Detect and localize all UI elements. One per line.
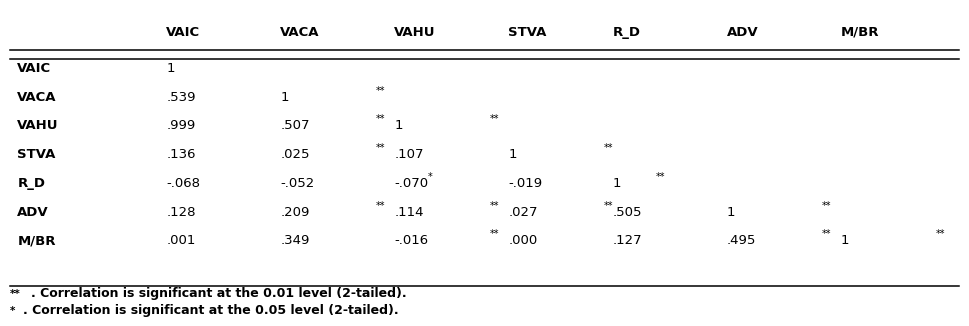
- Text: **: **: [489, 201, 499, 211]
- Text: **: **: [489, 114, 499, 125]
- Text: -.068: -.068: [167, 177, 201, 190]
- Text: .539: .539: [167, 91, 196, 104]
- Text: .127: .127: [612, 234, 642, 247]
- Text: . Correlation is significant at the 0.01 level (2-tailed).: . Correlation is significant at the 0.01…: [31, 287, 406, 300]
- Text: **: **: [376, 114, 385, 125]
- Text: 1: 1: [840, 234, 849, 247]
- Text: M/BR: M/BR: [840, 25, 879, 38]
- Text: -.070: -.070: [394, 177, 428, 190]
- Text: VACA: VACA: [17, 91, 57, 104]
- Text: **: **: [604, 143, 613, 153]
- Text: .107: .107: [394, 148, 423, 161]
- Text: .000: .000: [508, 234, 538, 247]
- Text: **: **: [489, 230, 499, 239]
- Text: *: *: [10, 306, 16, 316]
- Text: **: **: [376, 86, 385, 96]
- Text: .507: .507: [280, 119, 310, 132]
- Text: **: **: [10, 289, 20, 299]
- Text: ADV: ADV: [17, 206, 48, 219]
- Text: ADV: ADV: [727, 25, 759, 38]
- Text: **: **: [822, 201, 831, 211]
- Text: .114: .114: [394, 206, 423, 219]
- Text: R_D: R_D: [612, 25, 641, 38]
- Text: **: **: [936, 230, 946, 239]
- Text: 1: 1: [280, 91, 289, 104]
- Text: 1: 1: [167, 62, 174, 75]
- Text: 1: 1: [727, 206, 735, 219]
- Text: .349: .349: [280, 234, 310, 247]
- Text: VAHU: VAHU: [17, 119, 59, 132]
- Text: -.052: -.052: [280, 177, 315, 190]
- Text: **: **: [376, 143, 385, 153]
- Text: .025: .025: [280, 148, 310, 161]
- Text: *: *: [428, 172, 433, 182]
- Text: .027: .027: [508, 206, 538, 219]
- Text: .128: .128: [167, 206, 196, 219]
- Text: STVA: STVA: [17, 148, 55, 161]
- Text: .136: .136: [167, 148, 196, 161]
- Text: 1: 1: [394, 119, 403, 132]
- Text: 1: 1: [508, 148, 516, 161]
- Text: VACA: VACA: [280, 25, 320, 38]
- Text: -.016: -.016: [394, 234, 428, 247]
- Text: **: **: [822, 230, 831, 239]
- Text: . Correlation is significant at the 0.05 level (2-tailed).: . Correlation is significant at the 0.05…: [23, 304, 398, 317]
- Text: **: **: [656, 172, 666, 182]
- Text: VAHU: VAHU: [394, 25, 436, 38]
- Text: STVA: STVA: [508, 25, 547, 38]
- Text: 1: 1: [612, 177, 621, 190]
- Text: .495: .495: [727, 234, 756, 247]
- Text: .999: .999: [167, 119, 196, 132]
- Text: R_D: R_D: [17, 177, 46, 190]
- Text: -.019: -.019: [508, 177, 543, 190]
- Text: VAIC: VAIC: [17, 62, 51, 75]
- Text: **: **: [376, 201, 385, 211]
- Text: **: **: [604, 201, 613, 211]
- Text: .505: .505: [612, 206, 642, 219]
- Text: VAIC: VAIC: [167, 25, 201, 38]
- Text: .001: .001: [167, 234, 196, 247]
- Text: .209: .209: [280, 206, 310, 219]
- Text: M/BR: M/BR: [17, 234, 56, 247]
